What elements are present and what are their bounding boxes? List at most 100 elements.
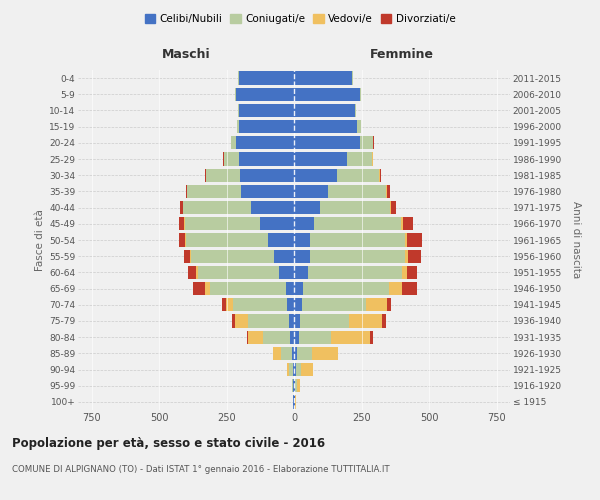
Bar bbox=[347, 152, 372, 166]
Bar bbox=[224, 152, 239, 166]
Bar bbox=[260, 217, 294, 230]
Bar bbox=[387, 185, 390, 198]
Bar bbox=[263, 330, 290, 344]
Bar bbox=[294, 266, 308, 279]
Bar bbox=[386, 185, 387, 198]
Bar bbox=[300, 314, 349, 328]
Bar bbox=[355, 104, 356, 117]
Bar bbox=[226, 298, 233, 312]
Bar bbox=[186, 234, 268, 246]
Bar bbox=[239, 104, 294, 117]
Bar bbox=[337, 168, 379, 182]
Bar bbox=[289, 314, 294, 328]
Bar bbox=[184, 250, 190, 263]
Bar bbox=[302, 298, 367, 312]
Bar bbox=[294, 152, 347, 166]
Bar bbox=[349, 314, 382, 328]
Bar bbox=[248, 314, 289, 328]
Bar bbox=[236, 88, 294, 101]
Bar bbox=[404, 250, 408, 263]
Bar bbox=[290, 330, 294, 344]
Text: Popolazione per età, sesso e stato civile - 2016: Popolazione per età, sesso e stato civil… bbox=[12, 438, 325, 450]
Bar bbox=[294, 120, 358, 134]
Bar bbox=[294, 363, 296, 376]
Bar bbox=[287, 298, 294, 312]
Bar bbox=[268, 234, 294, 246]
Bar bbox=[294, 234, 310, 246]
Bar bbox=[247, 330, 248, 344]
Bar bbox=[190, 250, 191, 263]
Bar bbox=[391, 201, 397, 214]
Bar bbox=[310, 250, 404, 263]
Bar bbox=[251, 201, 294, 214]
Bar bbox=[181, 201, 183, 214]
Legend: Celibi/Nubili, Coniugati/e, Vedovi/e, Divorziati/e: Celibi/Nubili, Coniugati/e, Vedovi/e, Di… bbox=[140, 10, 460, 29]
Bar bbox=[193, 282, 205, 295]
Text: Maschi: Maschi bbox=[161, 48, 211, 61]
Bar bbox=[404, 234, 407, 246]
Bar bbox=[198, 266, 279, 279]
Bar bbox=[185, 234, 186, 246]
Bar bbox=[382, 314, 386, 328]
Bar bbox=[294, 201, 320, 214]
Bar bbox=[191, 250, 274, 263]
Bar bbox=[294, 379, 295, 392]
Bar bbox=[407, 266, 417, 279]
Bar bbox=[408, 250, 421, 263]
Bar bbox=[241, 185, 294, 198]
Bar bbox=[358, 120, 361, 134]
Bar bbox=[294, 104, 355, 117]
Bar bbox=[236, 136, 294, 149]
Bar bbox=[296, 363, 301, 376]
Bar bbox=[312, 346, 338, 360]
Bar bbox=[281, 346, 292, 360]
Bar bbox=[407, 234, 422, 246]
Bar bbox=[389, 282, 402, 295]
Bar bbox=[184, 201, 251, 214]
Bar bbox=[402, 266, 407, 279]
Bar bbox=[188, 266, 196, 279]
Bar bbox=[238, 120, 239, 134]
Bar bbox=[308, 266, 402, 279]
Bar bbox=[299, 330, 331, 344]
Bar bbox=[294, 185, 328, 198]
Bar bbox=[296, 379, 300, 392]
Bar bbox=[302, 282, 389, 295]
Bar bbox=[360, 136, 373, 149]
Bar bbox=[295, 379, 296, 392]
Bar bbox=[287, 363, 289, 376]
Bar bbox=[294, 88, 360, 101]
Bar bbox=[239, 72, 294, 85]
Bar bbox=[206, 168, 240, 182]
Bar bbox=[294, 217, 314, 230]
Bar bbox=[274, 250, 294, 263]
Bar bbox=[294, 346, 297, 360]
Bar bbox=[205, 282, 211, 295]
Text: Femmine: Femmine bbox=[370, 48, 434, 61]
Bar bbox=[231, 136, 236, 149]
Bar bbox=[294, 330, 299, 344]
Bar bbox=[294, 250, 310, 263]
Bar bbox=[179, 217, 184, 230]
Bar bbox=[331, 330, 370, 344]
Bar bbox=[279, 266, 294, 279]
Bar bbox=[235, 314, 248, 328]
Bar bbox=[240, 168, 294, 182]
Bar bbox=[233, 298, 287, 312]
Bar bbox=[310, 234, 404, 246]
Bar bbox=[239, 152, 294, 166]
Bar bbox=[294, 72, 352, 85]
Bar bbox=[196, 266, 198, 279]
Bar bbox=[210, 282, 286, 295]
Bar bbox=[248, 330, 263, 344]
Bar bbox=[403, 217, 413, 230]
Bar bbox=[286, 282, 294, 295]
Bar bbox=[187, 185, 241, 198]
Bar bbox=[274, 346, 281, 360]
Bar bbox=[232, 314, 235, 328]
Bar bbox=[314, 217, 401, 230]
Bar bbox=[352, 72, 353, 85]
Bar bbox=[294, 168, 337, 182]
Text: COMUNE DI ALPIGNANO (TO) - Dati ISTAT 1° gennaio 2016 - Elaborazione TUTTITALIA.: COMUNE DI ALPIGNANO (TO) - Dati ISTAT 1°… bbox=[12, 466, 389, 474]
Bar bbox=[292, 346, 294, 360]
